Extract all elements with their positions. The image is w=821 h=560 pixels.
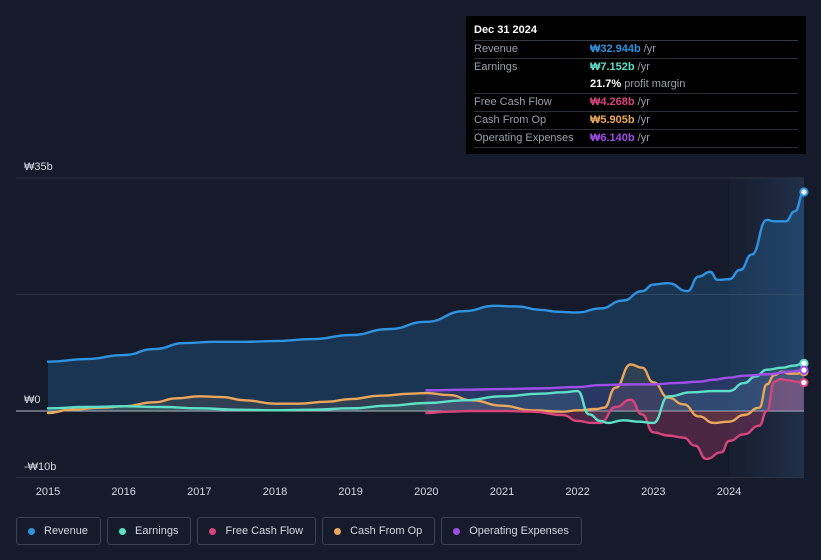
legend-label: Revenue (44, 525, 89, 537)
legend-dot-icon (334, 527, 342, 535)
line-operating-expenses (425, 368, 806, 392)
tooltip-label: Revenue (474, 43, 519, 55)
tooltip-unit: /yr (637, 96, 650, 108)
x-tick-label: 2021 (490, 486, 514, 498)
legend-dot-icon (119, 527, 127, 535)
x-tick-label: 2022 (565, 486, 589, 498)
tooltip-unit: profit margin (624, 78, 686, 90)
tooltip-unit: /yr (637, 114, 650, 126)
tooltip-date: Dec 31 2024 (474, 23, 798, 41)
legend-label: Cash From Op (350, 525, 423, 537)
end-marker-operating-expenses (799, 365, 809, 375)
tooltip-row-free-cash-flow: Free Cash Flow ₩4.268b /yr (474, 94, 798, 112)
line-free-cash-flow (425, 377, 806, 461)
tooltip-row-operating-expenses: Operating Expenses ₩6.140b /yr (474, 130, 798, 148)
tooltip-value: 21.7% (590, 78, 622, 90)
tooltip-unit: /yr (643, 43, 656, 55)
legend-item-revenue[interactable]: Revenue (16, 517, 102, 545)
tooltip-panel: Dec 31 2024 Revenue ₩32.944b /yr Earning… (466, 16, 806, 154)
line-earnings (46, 362, 806, 425)
tooltip-row-earnings: Earnings ₩7.152b /yr (474, 59, 798, 76)
area-free-cash-flow (426, 379, 804, 459)
tooltip-value: ₩5.905b (590, 114, 635, 126)
tooltip-row-profit-margin: 21.7% profit margin (474, 76, 798, 94)
x-tick-label: 2019 (338, 486, 362, 498)
past-year-highlight (729, 178, 804, 478)
tooltip-value: ₩32.944b (590, 43, 641, 55)
chart-legend: Revenue Earnings Free Cash Flow Cash Fro… (16, 517, 582, 547)
end-marker-revenue (799, 187, 809, 197)
x-tick-label: 2015 (36, 486, 60, 498)
y-tick-label: -₩10b (24, 461, 56, 473)
legend-dot-icon (209, 527, 217, 535)
legend-item-cash-from-op[interactable]: Cash From Op (322, 517, 436, 545)
tooltip-value: ₩4.268b (590, 96, 635, 108)
legend-item-free-cash-flow[interactable]: Free Cash Flow (197, 517, 317, 545)
area-revenue (48, 191, 804, 411)
tooltip-unit: /yr (637, 132, 650, 144)
chart-canvas: ₩35b ₩0 -₩10b 2015 2016 2017 2018 2019 2020 2021 2… (16, 161, 809, 498)
end-marker-free-cash-flow (799, 377, 809, 388)
tooltip-value: ₩6.140b (590, 132, 635, 144)
legend-label: Operating Expenses (469, 525, 569, 537)
legend-label: Earnings (135, 525, 179, 537)
tooltip-label: Cash From Op (474, 114, 547, 126)
legend-item-operating-expenses[interactable]: Operating Expenses (441, 517, 582, 545)
x-tick-label: 2024 (717, 486, 741, 498)
x-tick-label: 2018 (263, 486, 287, 498)
tooltip-label: Operating Expenses (474, 132, 574, 144)
tooltip-row-cash-from-op: Cash From Op ₩5.905b /yr (474, 112, 798, 130)
legend-item-earnings[interactable]: Earnings (107, 517, 192, 545)
x-tick-label: 2016 (111, 486, 135, 498)
legend-dot-icon (453, 527, 461, 535)
line-cash-from-op (46, 363, 806, 425)
x-tick-label: 2023 (641, 486, 665, 498)
tooltip-value: ₩7.152b (590, 61, 635, 73)
tooltip-label (474, 76, 590, 93)
line-revenue (46, 190, 806, 363)
tooltip-unit: /yr (637, 61, 650, 73)
legend-label: Free Cash Flow (225, 525, 304, 537)
x-tick-label: 2020 (414, 486, 438, 498)
y-tick-label: ₩0 (24, 394, 41, 406)
tooltip-label: Free Cash Flow (474, 96, 552, 108)
tooltip-label: Earnings (474, 61, 518, 73)
y-tick-label: ₩35b (24, 161, 53, 173)
x-tick-label: 2017 (187, 486, 211, 498)
legend-dot-icon (28, 527, 35, 535)
tooltip-row-revenue: Revenue ₩32.944b /yr (474, 41, 798, 59)
